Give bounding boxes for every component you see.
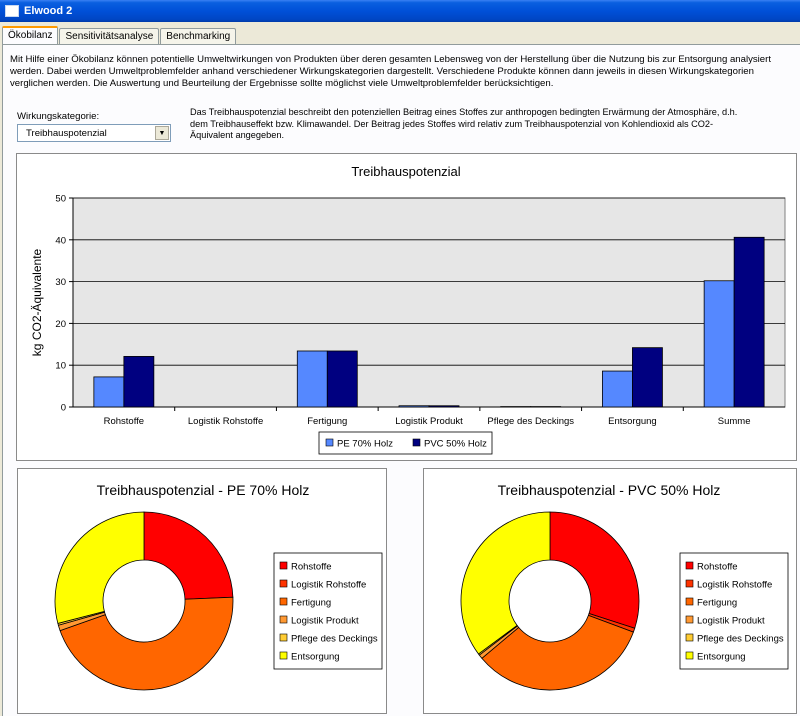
donut-title: Treibhauspotenzial - PVC 50% Holz (498, 482, 721, 498)
legend-label: Rohstoffe (291, 562, 332, 573)
bar (398, 405, 430, 408)
donut-slice (481, 614, 634, 691)
tab-sensitivitaetsanalyse[interactable]: Sensitivitätsanalyse (59, 28, 160, 44)
window-title: Elwood 2 (24, 5, 73, 17)
legend-label: Fertigung (697, 598, 737, 609)
x-tick-label: Entsorgung (608, 416, 657, 427)
y-tick-label: 50 (55, 194, 66, 205)
donut-chart-pe: Treibhauspotenzial - PE 70% Holz Rohstoff… (54, 482, 383, 691)
donut-chart-box-pe: Treibhauspotenzial - PE 70% Holz Rohstoff… (17, 468, 387, 714)
y-tick-label: 40 (55, 235, 66, 246)
intro-text: Mit Hilfe einer Ökobilanz können potenti… (10, 54, 772, 89)
legend-swatch (685, 597, 694, 606)
legend-label: Logistik Produkt (291, 616, 359, 627)
donut-slice (54, 511, 145, 624)
wirkungskategorie-select[interactable]: Treibhauspotenzial ▼ (17, 124, 171, 142)
legend-label: Logistik Rohstoffe (697, 580, 772, 591)
tab-oekobilanz[interactable]: Ökobilanz (2, 26, 59, 45)
legend-label: Entsorgung (291, 652, 340, 663)
bar (733, 236, 765, 408)
legend-label: Pflege des Deckings (291, 634, 378, 645)
donut-slice (460, 511, 551, 655)
category-description: Das Treibhauspotenzial beschreibt den po… (190, 107, 738, 140)
legend-label: Logistik Rohstoffe (291, 580, 366, 591)
x-tick-label: Logistik Produkt (395, 416, 463, 427)
legend-label: Entsorgung (697, 652, 746, 663)
app-icon (5, 5, 19, 17)
legend-label: PE 70% Holz (337, 439, 393, 450)
bar (326, 350, 358, 408)
bar (296, 350, 328, 408)
x-tick-label: Fertigung (307, 416, 347, 427)
legend-swatch (279, 633, 288, 642)
tab-benchmarking[interactable]: Benchmarking (160, 28, 237, 44)
bar (602, 370, 633, 408)
wirkungskategorie-label: Wirkungskategorie: (17, 111, 100, 122)
bar (632, 347, 663, 408)
bar (428, 405, 460, 408)
legend-swatch (279, 561, 288, 570)
y-tick-label: 0 (61, 403, 66, 414)
y-tick-label: 30 (55, 277, 66, 288)
tab-bar: Ökobilanz Sensitivitätsanalyse Benchmark… (2, 26, 237, 45)
legend-box (318, 431, 493, 455)
x-tick-label: Pflege des Deckings (487, 416, 574, 427)
window-titlebar[interactable]: Elwood 2 (0, 0, 800, 22)
legend-swatch (279, 651, 288, 660)
donut-slice (143, 511, 234, 600)
wirkungskategorie-value: Treibhauspotenzial (26, 127, 107, 139)
legend-swatch (685, 561, 694, 570)
legend-label: Logistik Produkt (697, 616, 765, 627)
y-tick-label: 10 (55, 361, 66, 372)
bar (703, 280, 735, 408)
legend-label: PVC 50% Holz (424, 439, 487, 450)
legend-swatch (685, 579, 694, 588)
bar-chart-box: Treibhauspotenzial 0 10 20 30 40 50 kg CO2-Äqui… (16, 153, 797, 461)
donut-chart-pvc: Treibhauspotenzial - PVC 50% Holz Rohstof… (460, 482, 789, 691)
donut-slice (59, 596, 234, 691)
legend-box (273, 552, 383, 670)
legend-swatch (279, 615, 288, 624)
legend-swatch (685, 615, 694, 624)
plot-area (72, 197, 786, 408)
legend-swatch (279, 579, 288, 588)
legend-swatch (685, 651, 694, 660)
donut-title: Treibhauspotenzial - PE 70% Holz (97, 482, 310, 498)
legend-swatch (412, 438, 421, 447)
legend-swatch (325, 438, 334, 447)
bar (123, 356, 155, 408)
x-tick-label: Summe (718, 416, 751, 427)
bar-chart: Treibhauspotenzial 0 10 20 30 40 50 kg CO2-Äqui… (30, 164, 786, 455)
y-tick-label: 20 (55, 319, 66, 330)
x-tick-label: Rohstoffe (104, 416, 145, 427)
legend-swatch (685, 633, 694, 642)
x-tick-label: Logistik Rohstoffe (188, 416, 263, 427)
legend-box (679, 552, 789, 670)
legend-label: Pflege des Deckings (697, 634, 784, 645)
chevron-down-icon[interactable]: ▼ (155, 126, 169, 140)
donut-slice (549, 511, 640, 629)
bar (93, 376, 125, 408)
y-axis-label: kg CO2-Äquivalente (30, 248, 44, 356)
donut-chart-box-pvc: Treibhauspotenzial - PVC 50% Holz Rohstof… (423, 468, 797, 714)
legend-label: Rohstoffe (697, 562, 738, 573)
legend-label: Fertigung (291, 598, 331, 609)
legend-swatch (279, 597, 288, 606)
bar-chart-title: Treibhauspotenzial (351, 164, 460, 179)
